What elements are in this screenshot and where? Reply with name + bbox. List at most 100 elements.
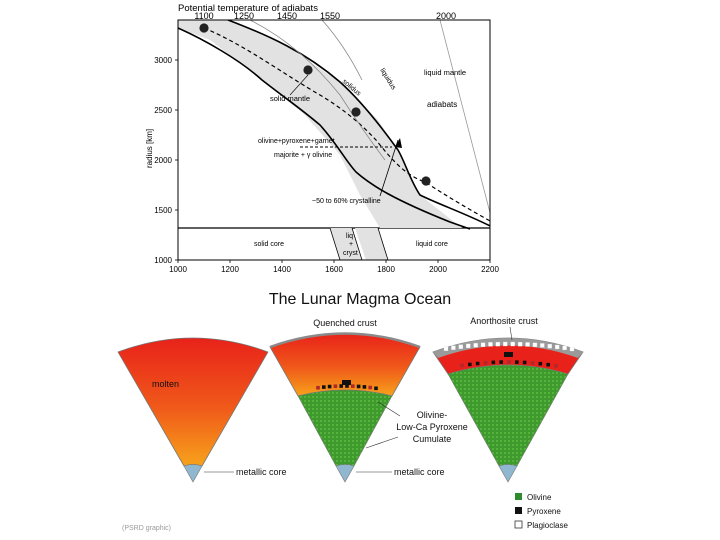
y-axis-label: radius [km] — [145, 129, 154, 168]
y-tick-label: 2500 — [154, 106, 172, 115]
label-solid-core: solid core — [254, 241, 284, 248]
plot-content: liquid mantle liquidus solidus solid man… — [178, 20, 490, 260]
label-cumulate-2: Low-Ca Pyroxene — [396, 422, 468, 432]
legend-label-pyroxene: Pyroxene — [527, 507, 561, 516]
solidus-line — [178, 27, 471, 230]
x-tick-labels: 1000 1200 1400 1600 1800 2000 2200 — [169, 260, 499, 274]
wedge-3-anorthosite-crust — [433, 338, 583, 358]
x-tick-label: 1000 — [169, 265, 187, 274]
label-olivine-pyroxene-garnet: olivine+pyroxene+garnet — [258, 138, 335, 145]
pyroxene-crystal — [356, 384, 361, 389]
pyroxene-crystal — [460, 363, 464, 368]
plagioclase-crystal — [458, 344, 463, 349]
x-tick-label: 2000 — [429, 265, 447, 274]
top-tick-label: 1100 — [194, 11, 213, 21]
label-plus: + — [349, 241, 353, 248]
solid-mantle-pointer — [289, 74, 309, 96]
pyroxene-crystal — [374, 386, 378, 391]
plagioclase-crystal — [466, 343, 471, 349]
pyroxene-crystal — [362, 385, 367, 389]
top-tick-labels: 1100 1250 1450 1550 2000 — [194, 11, 456, 21]
pyroxene-crystal-large — [342, 380, 351, 385]
label-liq: liq — [346, 233, 353, 240]
plagioclase-crystal — [495, 341, 501, 347]
plagioclase-crystal — [532, 342, 538, 348]
wedge-1-core — [183, 464, 203, 483]
pyroxene-crystal — [345, 384, 349, 388]
adiabat-dashed — [203, 27, 490, 222]
legend-label-plagioclase: Plagioclase — [527, 521, 568, 530]
label-liquidus: liquidus — [378, 67, 397, 91]
legend-label-olivine: Olivine — [527, 493, 552, 502]
wedge-2-crystals — [316, 380, 378, 391]
top-tick-label: 1550 — [320, 11, 340, 21]
core-line-b — [351, 227, 363, 260]
pyroxene-crystal — [507, 360, 511, 364]
credit: (PSRD graphic) — [122, 525, 171, 532]
x-tick-label: 1800 — [377, 265, 395, 274]
plagioclase-crystal — [480, 342, 486, 347]
adiabat-gray-3 — [439, 20, 490, 215]
label-cumulate-1: Olivine- — [417, 410, 448, 420]
pyroxene-crystal — [515, 360, 519, 364]
wedge-2-molten-layer — [269, 333, 421, 397]
pyroxene-crystal — [522, 360, 527, 365]
crystalline-pointer — [379, 139, 399, 197]
label-majorite-olivine: majorite + γ olivine — [274, 152, 332, 159]
y-tick-label: 1500 — [154, 206, 172, 215]
legend-swatch-olivine — [515, 493, 522, 500]
y-tick-label: 2000 — [154, 156, 172, 165]
phase-diagram: Potential temperature of adiabats 1100 12… — [145, 3, 499, 274]
wedge-2-cumulate — [297, 389, 393, 467]
plagioclase-crystal — [473, 343, 478, 348]
label-cryst: cryst — [343, 250, 358, 257]
top-tick-label: 1250 — [234, 11, 254, 21]
x-tick-label: 1200 — [221, 265, 239, 274]
plagioclase-crystal — [451, 345, 456, 350]
plagioclase-crystal — [443, 346, 449, 351]
y-tick-label: 1000 — [154, 256, 172, 265]
plagioclase-crystal — [517, 342, 523, 347]
cumulate-pointer — [377, 401, 401, 417]
adiabat-gray-2 — [321, 20, 363, 81]
pyroxene-crystal — [538, 361, 543, 366]
wedge-anorthosite: Anorthosite crust — [432, 316, 584, 483]
pyroxene-crystal — [316, 385, 320, 390]
label-molten: molten — [152, 379, 179, 389]
plagioclase-crystal — [510, 341, 515, 347]
pyroxene-crystal-large — [504, 352, 513, 357]
top-tick-label: 2000 — [436, 11, 456, 21]
wedge-3-cumulate — [447, 364, 569, 467]
pyroxene-crystal — [468, 362, 472, 367]
pyroxene-crystal — [322, 385, 326, 389]
pyroxene-crystal — [546, 362, 550, 367]
plagioclase-crystal — [488, 342, 493, 347]
wedge-3-core — [498, 464, 518, 483]
pyroxene-crystal — [475, 361, 480, 366]
label-anorthosite-crust: Anorthosite crust — [470, 316, 538, 326]
pyroxene-crystal — [333, 384, 338, 389]
melting-band — [178, 20, 462, 228]
x-tick-label: 1400 — [273, 265, 291, 274]
wedge-quenched: Quenched crust Olivine- Low-Ca Pyroxene … — [269, 318, 468, 483]
legend: Olivine Pyroxene Plagioclase — [514, 493, 568, 530]
label-liquid-core: liquid core — [416, 241, 448, 248]
diagram-title: The Lunar Magma Ocean — [269, 291, 451, 308]
wedge-2-core — [335, 464, 355, 483]
adiabat-point-1100 — [199, 23, 209, 33]
label-cumulate-3: Cumulate — [413, 434, 452, 444]
core-line-a — [329, 227, 341, 260]
pyroxene-crystal — [339, 384, 343, 388]
liquidus-line — [227, 20, 490, 227]
top-tick-label: 1450 — [277, 11, 297, 21]
wedge-1-molten-body — [117, 337, 269, 467]
label-metallic-core-1: metallic core — [236, 467, 287, 477]
label-crystalline: ~50 to 60% crystalline — [312, 198, 381, 205]
pyroxene-crystal — [351, 384, 355, 388]
label-solid-mantle: solid mantle — [270, 94, 310, 103]
wedge-3-crystals — [443, 341, 575, 368]
adiabat-point-1550 — [351, 107, 361, 117]
wedge-2-quenched-crust — [269, 332, 421, 349]
x-tick-label: 2200 — [481, 265, 499, 274]
